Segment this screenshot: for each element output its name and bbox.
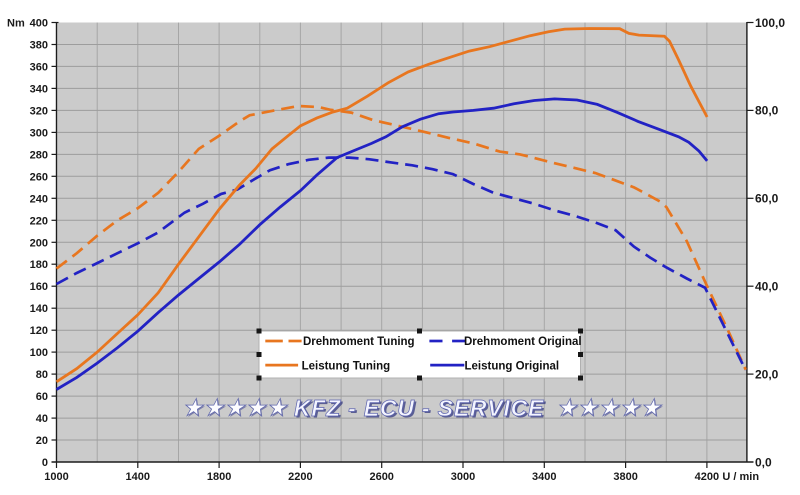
- svg-text:4200: 4200: [695, 471, 719, 483]
- svg-text:220: 220: [30, 215, 48, 227]
- svg-text:120: 120: [30, 325, 48, 337]
- svg-text:Leistung Original: Leistung Original: [465, 360, 560, 372]
- svg-text:0,0: 0,0: [755, 455, 772, 469]
- svg-text:180: 180: [30, 259, 48, 271]
- svg-text:80: 80: [36, 369, 48, 381]
- svg-text:2200: 2200: [288, 471, 312, 483]
- svg-text:1800: 1800: [207, 471, 231, 483]
- svg-text:3800: 3800: [613, 471, 637, 483]
- svg-text:280: 280: [30, 149, 48, 161]
- svg-text:40,0: 40,0: [755, 280, 779, 294]
- svg-text:40: 40: [36, 413, 48, 425]
- svg-text:1000: 1000: [44, 471, 68, 483]
- svg-text:60,0: 60,0: [755, 192, 779, 206]
- svg-text:160: 160: [30, 281, 48, 293]
- svg-text:Nm: Nm: [7, 18, 25, 30]
- svg-text:80,0: 80,0: [755, 104, 779, 118]
- svg-text:320: 320: [30, 105, 48, 117]
- svg-text:Leistung Tuning: Leistung Tuning: [302, 360, 391, 372]
- svg-text:380: 380: [30, 40, 48, 52]
- svg-text:400: 400: [30, 18, 48, 30]
- svg-text:2600: 2600: [369, 471, 393, 483]
- svg-text:3000: 3000: [451, 471, 475, 483]
- svg-text:140: 140: [30, 303, 48, 315]
- svg-text:20: 20: [36, 435, 48, 447]
- svg-text:U / min: U / min: [722, 471, 759, 483]
- svg-text:60: 60: [36, 391, 48, 403]
- svg-text:200: 200: [30, 237, 48, 249]
- svg-text:20,0: 20,0: [755, 367, 779, 381]
- svg-text:0: 0: [42, 457, 48, 469]
- svg-text:Drehmoment Tuning: Drehmoment Tuning: [303, 336, 415, 348]
- svg-text:360: 360: [30, 61, 48, 73]
- svg-text:Drehmoment Original: Drehmoment Original: [464, 336, 582, 348]
- svg-text:240: 240: [30, 193, 48, 205]
- svg-text:340: 340: [30, 83, 48, 95]
- svg-text:300: 300: [30, 127, 48, 139]
- svg-text:100: 100: [30, 347, 48, 359]
- svg-text:KFZ - ECU - SERVICE: KFZ - ECU - SERVICE: [294, 395, 544, 421]
- svg-text:100,0: 100,0: [755, 16, 785, 30]
- svg-text:260: 260: [30, 171, 48, 183]
- svg-text:3400: 3400: [532, 471, 556, 483]
- svg-text:KFZ - ECU - SERVICE: KFZ - ECU - SERVICE: [296, 397, 546, 423]
- svg-text:1400: 1400: [126, 471, 150, 483]
